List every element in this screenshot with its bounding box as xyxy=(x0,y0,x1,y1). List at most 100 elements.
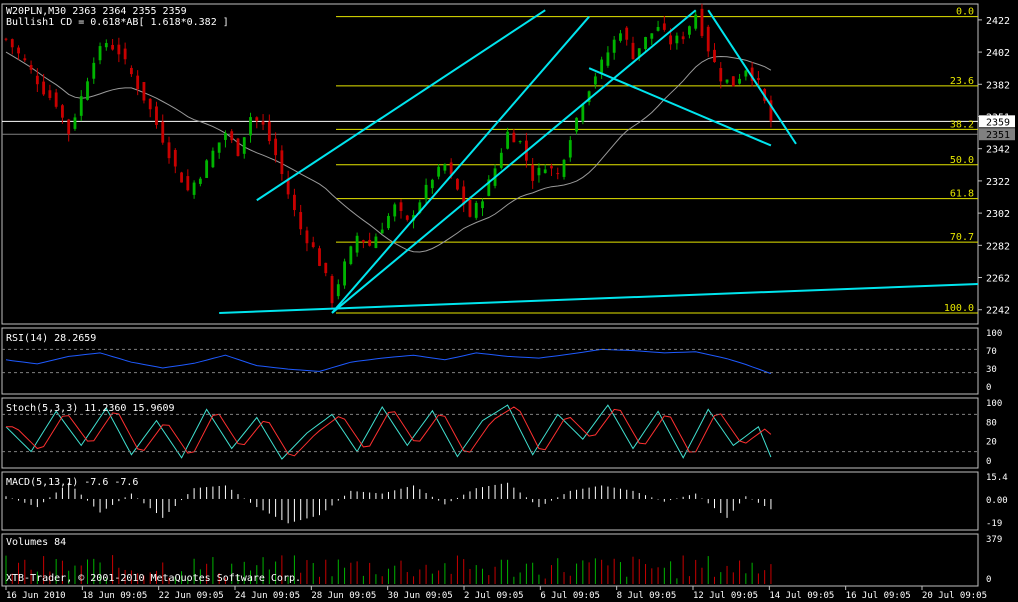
trend-channel-line xyxy=(331,16,590,314)
candle-body xyxy=(205,160,209,178)
candle-body xyxy=(669,35,673,45)
candle-body xyxy=(430,179,434,189)
candle-body xyxy=(437,166,441,177)
candle-body xyxy=(217,142,221,153)
candle-body xyxy=(575,117,578,132)
candle-body xyxy=(487,179,491,196)
price-tick-label: 2402 xyxy=(986,48,1010,59)
candle-body xyxy=(192,182,196,195)
candle-body xyxy=(612,39,616,53)
macd-title: MACD(5,13,1) -7.6 -7.6 xyxy=(6,477,138,488)
candle-body xyxy=(255,117,259,122)
candle-body xyxy=(587,91,591,103)
candle-body xyxy=(750,67,754,81)
candle-body xyxy=(681,36,685,40)
candle-body xyxy=(424,184,428,200)
fibonacci-levels[interactable]: 0.0 23.6 38.2 50.0 61.8 70.7 100.0 xyxy=(336,7,978,314)
current-price-label: 2359 xyxy=(986,117,1010,128)
candle-body xyxy=(656,27,660,31)
price-tick-label: 2262 xyxy=(986,274,1010,285)
stoch-main-line xyxy=(5,404,772,460)
candle-body xyxy=(769,100,773,122)
trend-channel-line xyxy=(219,282,979,314)
candle-body xyxy=(719,68,723,82)
candle-body xyxy=(600,59,604,73)
candle-body xyxy=(506,131,510,149)
candle-body xyxy=(405,215,409,220)
candle-body xyxy=(242,137,246,154)
time-tick-label: 8 Jul 09:05 xyxy=(617,591,677,601)
indicator-level-label: 100 xyxy=(986,329,1002,339)
fib-level-label: 23.6 xyxy=(950,76,974,87)
fib-level-label: 100.0 xyxy=(944,303,974,314)
candle-body xyxy=(731,76,735,87)
candle-body xyxy=(211,150,215,168)
volume-title: Volumes 84 xyxy=(6,537,66,548)
candle-body xyxy=(393,204,397,217)
fib-level-label: 50.0 xyxy=(950,155,974,166)
candlesticks[interactable] xyxy=(4,3,773,310)
price-tick-label: 2382 xyxy=(986,80,1010,91)
candle-body xyxy=(249,117,252,136)
time-tick-label: 30 Jun 09:05 xyxy=(388,591,453,601)
candle-body xyxy=(161,121,165,143)
candle-body xyxy=(562,159,566,177)
moving-average xyxy=(5,51,772,253)
candle-body xyxy=(186,176,190,191)
candle-body xyxy=(61,105,64,118)
candle-body xyxy=(10,39,14,48)
candle-body xyxy=(706,26,710,52)
rsi-title: RSI(14) 28.2659 xyxy=(6,333,96,344)
trend-channel-line xyxy=(331,9,697,314)
bid-price-label: 2351 xyxy=(986,130,1010,141)
price-tick-label: 2342 xyxy=(986,145,1010,156)
price-tick-label: 2322 xyxy=(986,177,1010,188)
candle-body xyxy=(756,78,760,80)
candle-body xyxy=(299,212,303,230)
indicator-level-label: 0 xyxy=(986,457,991,467)
candle-body xyxy=(688,26,691,35)
time-tick-label: 28 Jun 09:05 xyxy=(311,591,376,601)
price-axis: 2422 2402 2382 2351 2342 2322 2302 2282 2262 2242… xyxy=(5,16,1015,601)
candle-body xyxy=(713,49,716,63)
indicator-level-label: 0 xyxy=(986,383,991,393)
candle-body xyxy=(581,104,585,122)
time-tick-label: 6 Jul 09:05 xyxy=(540,591,600,601)
indicator-level-label: 20 xyxy=(986,438,997,448)
candle-body xyxy=(274,138,278,156)
candle-body xyxy=(136,75,140,90)
candle-body xyxy=(224,133,227,140)
candle-body xyxy=(443,164,447,171)
candle-body xyxy=(468,199,472,217)
trend-channel-line xyxy=(588,67,772,147)
candle-body xyxy=(311,242,315,248)
time-tick-label: 12 Jul 09:05 xyxy=(693,591,758,601)
candle-body xyxy=(518,141,522,143)
candle-body xyxy=(606,52,610,66)
indicator-level-label: 100 xyxy=(986,399,1002,409)
chart-title: W20PLN,M30 2363 2364 2355 2359 xyxy=(6,6,187,17)
candle-body xyxy=(267,121,271,142)
rsi-line xyxy=(5,348,772,375)
time-tick-label: 22 Jun 09:05 xyxy=(159,591,224,601)
bid-price-box xyxy=(979,128,1015,141)
candle-body xyxy=(86,81,89,100)
candle-body xyxy=(92,62,96,79)
fib-level-label: 70.7 xyxy=(950,232,974,243)
indicator-level-label: 379 xyxy=(986,535,1002,545)
candle-body xyxy=(543,169,547,174)
candle-body xyxy=(399,202,403,211)
candle-body xyxy=(368,239,372,246)
candle-body xyxy=(637,48,641,58)
candle-body xyxy=(324,262,328,274)
candle-body xyxy=(261,121,265,125)
price-tick-label: 2282 xyxy=(986,241,1010,252)
trend-channels[interactable] xyxy=(219,9,979,314)
candle-body xyxy=(537,167,541,176)
indicator-level-label: 0 xyxy=(986,575,991,585)
stoch-signal-line xyxy=(6,406,772,457)
candle-body xyxy=(42,81,46,95)
candle-body xyxy=(67,119,71,135)
candle-body xyxy=(148,98,152,110)
